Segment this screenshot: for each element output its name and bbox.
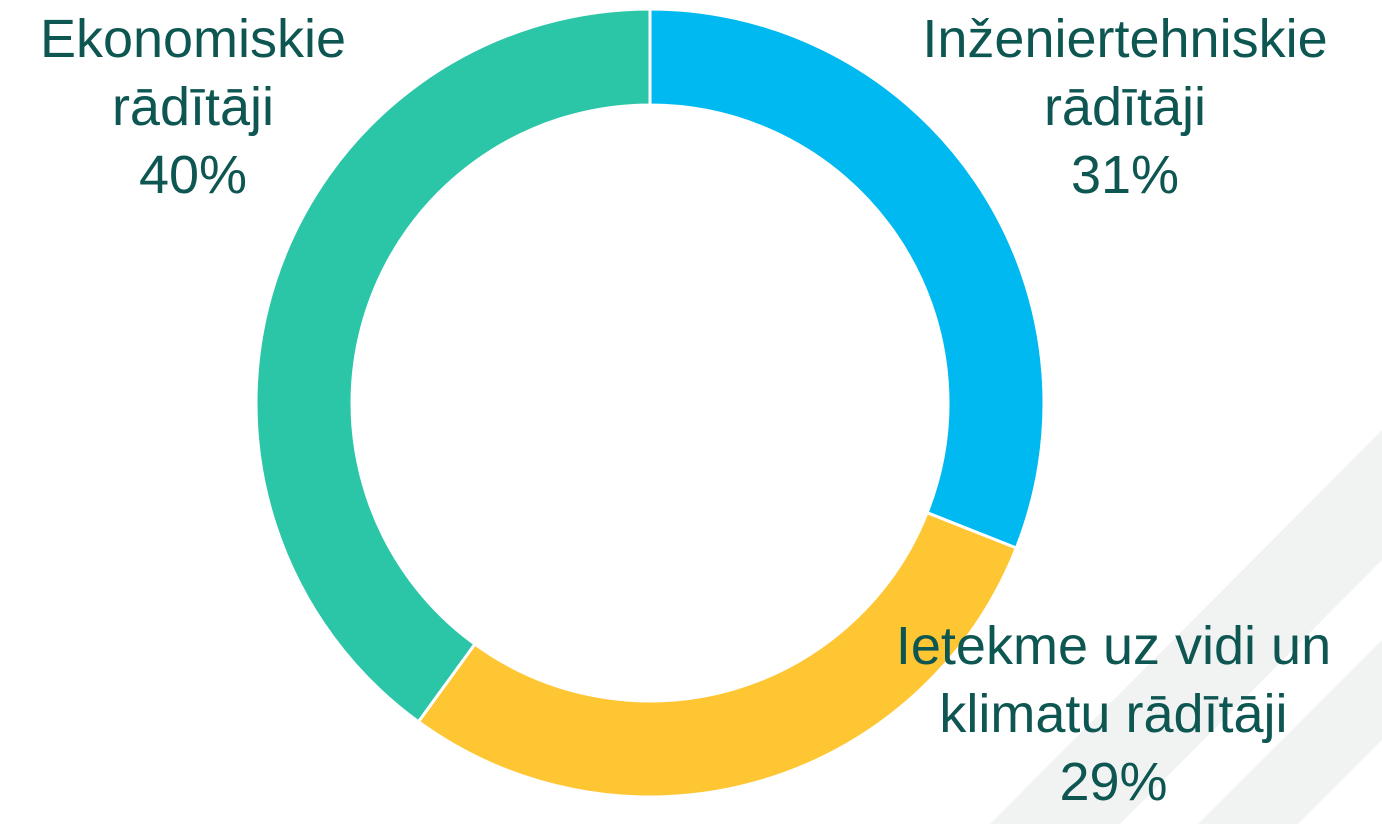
segment-label: Ietekme uz vidi un klimatu rādītāji 29% [845,612,1382,816]
background-decoration [990,430,1382,824]
value-label: 40% [138,145,248,205]
category-name: Ietekme uz vidi un klimatu rādītāji [895,616,1332,744]
value-label: 29% [1059,752,1168,812]
segment-label: Inženiertehniskie rādītāji 31% [870,5,1380,209]
donut-segment [416,510,1019,799]
value-label: 31% [1070,145,1180,205]
category-name: Ekonomiskie rādītāji [39,9,347,137]
donut-segment [648,7,1046,550]
category-name: Inženiertehniskie rādītāji [922,9,1328,137]
segment-label: Ekonomiskie rādītāji 40% [0,5,386,209]
donut-segment [254,7,652,724]
